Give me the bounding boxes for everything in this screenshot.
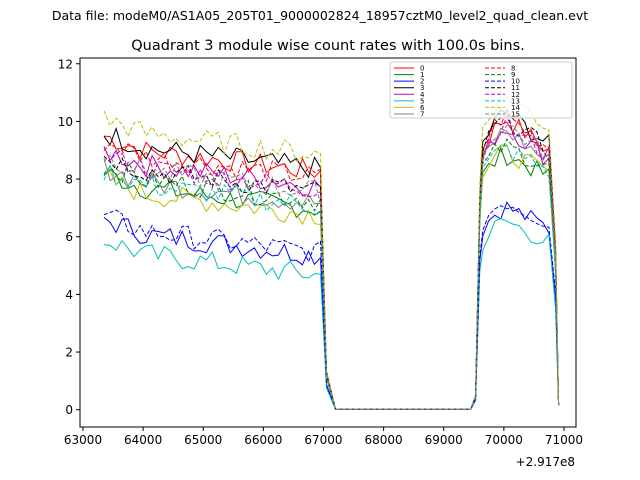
legend-label: 8 [511,65,515,73]
series-line-2 [103,201,560,410]
x-tick-label: 70000 [485,433,523,447]
series-line-1 [103,146,560,410]
series-line-3 [103,109,560,410]
x-tick-label: 64000 [124,433,162,447]
legend-label: 15 [511,111,520,119]
y-tick-label: 0 [65,403,73,417]
x-tick-label: 68000 [365,433,403,447]
series-line-9 [103,138,560,410]
legend-label: 10 [511,78,520,86]
legend-label: 4 [420,91,425,99]
series-line-4 [103,131,560,410]
legend-label: 12 [511,91,520,99]
x-tick-label: 69000 [425,433,463,447]
series-line-15 [103,124,560,410]
series-line-12 [103,114,560,410]
y-tick-label: 10 [58,115,73,129]
legend-label: 11 [511,84,520,92]
legend-label: 0 [420,65,424,73]
y-tick-label: 2 [65,346,73,360]
chart-title: Quadrant 3 module wise count rates with … [131,38,525,54]
y-tick-label: 6 [65,230,73,244]
series-line-6 [103,144,560,410]
x-offset-text: +2.917e8 [516,455,575,469]
legend-label: 7 [420,111,424,119]
series-line-14 [103,92,560,410]
plot-lines [103,92,560,410]
x-axis: 63000 64000 65000 66000 67000 68000 69000 70000… [64,427,583,447]
series-line-8 [103,109,560,410]
legend-label: 13 [511,97,520,105]
x-tick-label: 65000 [184,433,222,447]
figure-suptitle: Data file: modeM0/AS1A05_205T01_90000028… [52,8,588,23]
y-tick-label: 8 [65,173,73,187]
legend-label: 5 [420,97,424,105]
y-tick-label: 4 [65,288,73,302]
legend-label: 6 [420,104,425,112]
x-tick-label: 63000 [64,433,102,447]
legend-label: 2 [420,78,424,86]
series-line-13 [103,145,560,410]
legend-label: 14 [511,104,520,112]
legend-box [389,61,573,119]
x-tick-label: 67000 [304,433,342,447]
series-line-10 [103,205,560,410]
y-tick-label: 12 [58,57,73,71]
legend-label: 9 [511,71,515,79]
axes-frame [79,57,577,428]
series-line-11 [103,108,560,410]
legend-label: 3 [420,84,424,92]
y-axis: 0 2 4 6 8 10 12 [58,57,80,417]
legend-label: 1 [420,71,424,79]
series-line-5 [103,217,560,410]
series-line-7 [103,127,560,410]
x-tick-label: 71000 [545,433,583,447]
x-tick-label: 66000 [244,433,282,447]
